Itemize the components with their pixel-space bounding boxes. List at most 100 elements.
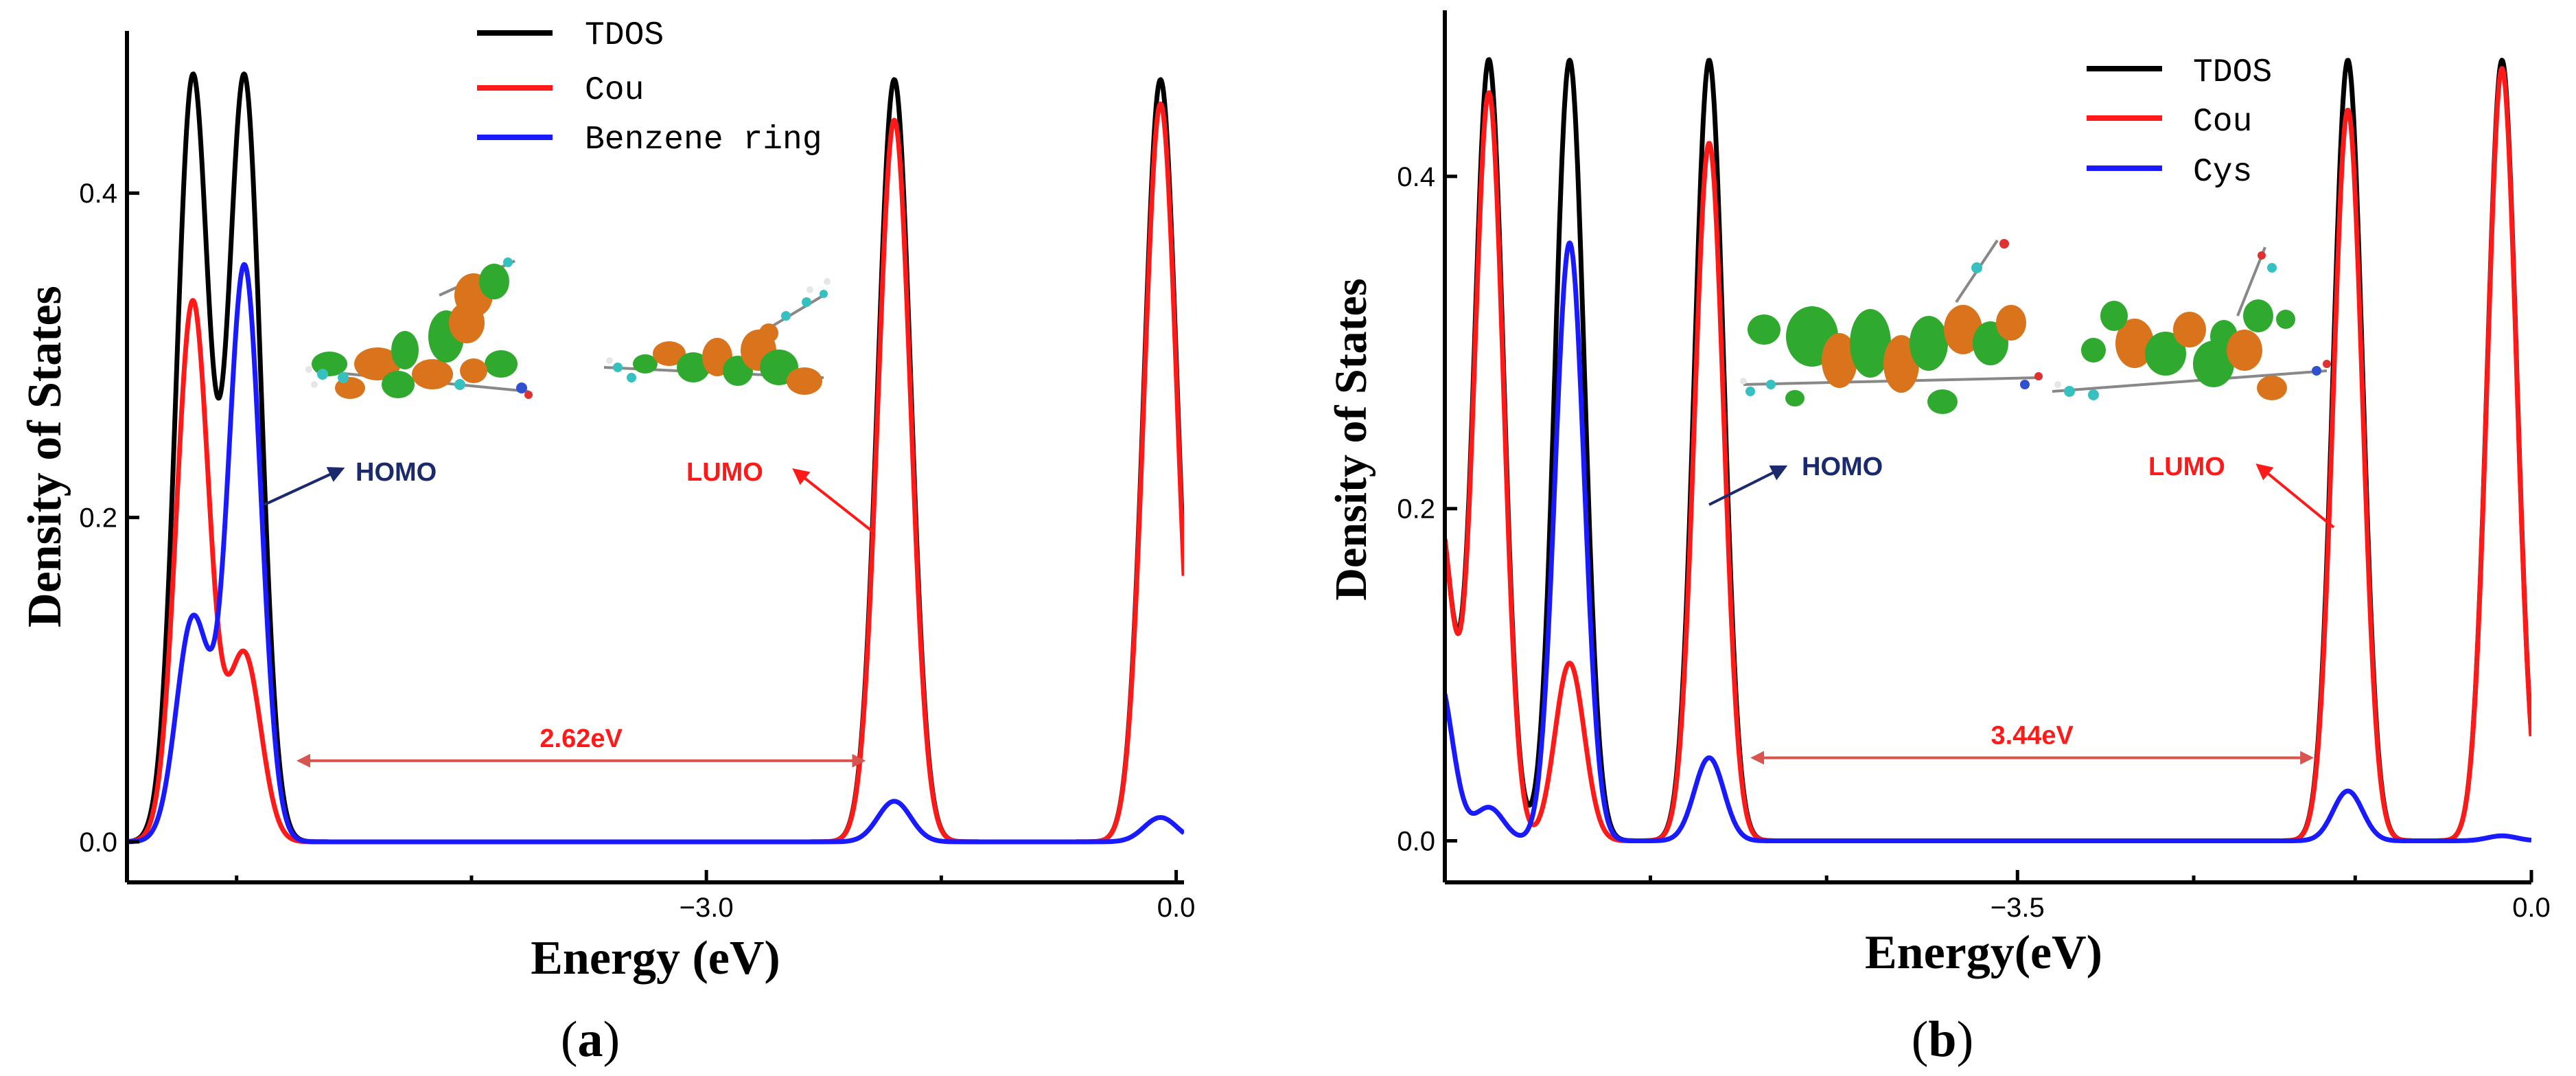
panel-a-label: (a) [561, 1011, 620, 1068]
atom [2034, 372, 2043, 380]
orbital-lobe [460, 358, 487, 383]
panel-b-legend: TDOS Cou Cys [2087, 54, 2272, 191]
panel-a-plot-area: 0.0 0.2 0.4 −3.0 0.0 [79, 71, 1196, 923]
atom [503, 257, 513, 267]
orbital-lobe [2257, 376, 2287, 400]
orbital-lobe [1927, 389, 1958, 414]
homo-orbital-image-a [305, 257, 533, 399]
series-line-cys [1445, 240, 2531, 843]
homo-orbital-image-b [1740, 239, 2043, 414]
y-tick-label: 0.2 [1397, 494, 1435, 525]
lumo-label-a: LUMO [686, 458, 763, 487]
x-tick-label: −3.5 [1991, 893, 2045, 923]
orbital-lobe [2100, 301, 2128, 331]
panel-b: 0.0 0.2 0.4 −3.5 0.0 Density of States Energ… [1326, 10, 2551, 1068]
atom [2064, 386, 2075, 397]
atom [1745, 387, 1755, 396]
atom [524, 391, 533, 399]
series-line-tdos [1445, 57, 2531, 843]
x-tick-label: 0.0 [1157, 893, 1196, 923]
atom [2267, 263, 2277, 273]
atom [2054, 381, 2061, 388]
atom [627, 373, 636, 382]
atom [317, 369, 328, 380]
panel-a-x-label: Energy (eV) [531, 932, 780, 985]
orbital-lobe [1910, 316, 1948, 371]
panel-b-y-label: Density of States [1326, 278, 1376, 600]
atom [1740, 378, 1747, 385]
legend-label-tdos: TDOS [585, 17, 664, 54]
atom [820, 290, 828, 298]
x-tick-label: −3.0 [680, 893, 734, 923]
panel-b-label: (b) [1912, 1011, 1973, 1068]
legend-label-benzene: Benzene ring [585, 122, 822, 159]
atom [516, 382, 527, 393]
orbital-lobe [787, 367, 822, 395]
atom [2258, 251, 2266, 260]
lumo-arrow-b [2255, 463, 2335, 529]
legend-label-tdos-b: TDOS [2193, 54, 2272, 91]
lumo-arrow-a [792, 468, 873, 532]
lumo-label-b: LUMO [2148, 453, 2225, 481]
atom [338, 372, 349, 383]
series-line-benzene-ring [127, 262, 1184, 845]
atom [824, 278, 831, 285]
homo-label-a: HOMO [356, 458, 437, 487]
legend-label-cys-b: Cys [2193, 154, 2252, 191]
atom [2312, 366, 2321, 376]
atom [606, 357, 613, 364]
atom [1999, 239, 2009, 249]
panel-a: 0.0 0.2 0.4 −3.0 0.0 Density of States Energ… [19, 17, 1195, 1068]
orbital-lobe [677, 352, 710, 382]
atom [1971, 262, 1982, 273]
orbital-lobe [2227, 330, 2262, 371]
panel-a-legend: TDOS Cou Benzene ring [477, 17, 822, 159]
y-tick-label: 0.0 [1397, 827, 1435, 857]
orbital-lobe [382, 371, 415, 398]
orbital-lobe [2243, 299, 2273, 332]
orbital-lobe [2115, 319, 2154, 368]
atom [311, 381, 318, 388]
orbital-lobe [391, 331, 419, 369]
panel-a-y-label: Density of States [19, 286, 71, 628]
orbital-lobe [2145, 332, 2186, 376]
atom [454, 379, 465, 390]
orbital-lobe [633, 354, 658, 374]
series-line-cou [1445, 66, 2531, 843]
atom [305, 366, 312, 373]
lumo-orbital-image-b [2052, 247, 2331, 400]
orbital-lobe [653, 341, 686, 366]
atom [613, 363, 623, 372]
panel-a-series-group [127, 71, 1184, 845]
y-tick-label: 0.0 [79, 827, 117, 858]
atom [807, 286, 813, 293]
orbital-lobe [1850, 309, 1891, 378]
y-tick-label: 0.4 [1397, 162, 1435, 192]
series-line-cou [127, 101, 1184, 845]
orbital-lobe [1944, 305, 1982, 354]
y-tick-label: 0.2 [79, 503, 117, 534]
orbital-lobe [485, 350, 518, 378]
atom [781, 311, 791, 321]
atom [2323, 360, 2331, 368]
legend-label-cou: Cou [585, 72, 644, 109]
panel-b-series-group [1445, 57, 2531, 843]
panel-b-plot-area: 0.0 0.2 0.4 −3.5 0.0 [1397, 57, 2551, 923]
orbital-lobe [1748, 314, 1780, 345]
orbital-lobe [2276, 310, 2295, 329]
gap-label-a: 2.62eV [539, 724, 623, 753]
orbital-lobe [1822, 333, 1857, 388]
y-tick-label: 0.4 [79, 179, 117, 209]
gap-label-b: 3.44eV [1991, 722, 2074, 751]
homo-label-b: HOMO [1802, 453, 1883, 481]
homo-arrow-a [264, 467, 345, 506]
orbital-lobe [479, 264, 509, 299]
panel-b-x-label: Energy(eV) [1865, 926, 2102, 979]
atom [2088, 389, 2099, 400]
atom [2020, 380, 2030, 389]
orbital-lobe [2081, 338, 2106, 363]
atom [802, 297, 811, 307]
atom [1766, 380, 1776, 389]
orbital-lobe [412, 359, 453, 389]
homo-arrow-b [1708, 465, 1788, 506]
